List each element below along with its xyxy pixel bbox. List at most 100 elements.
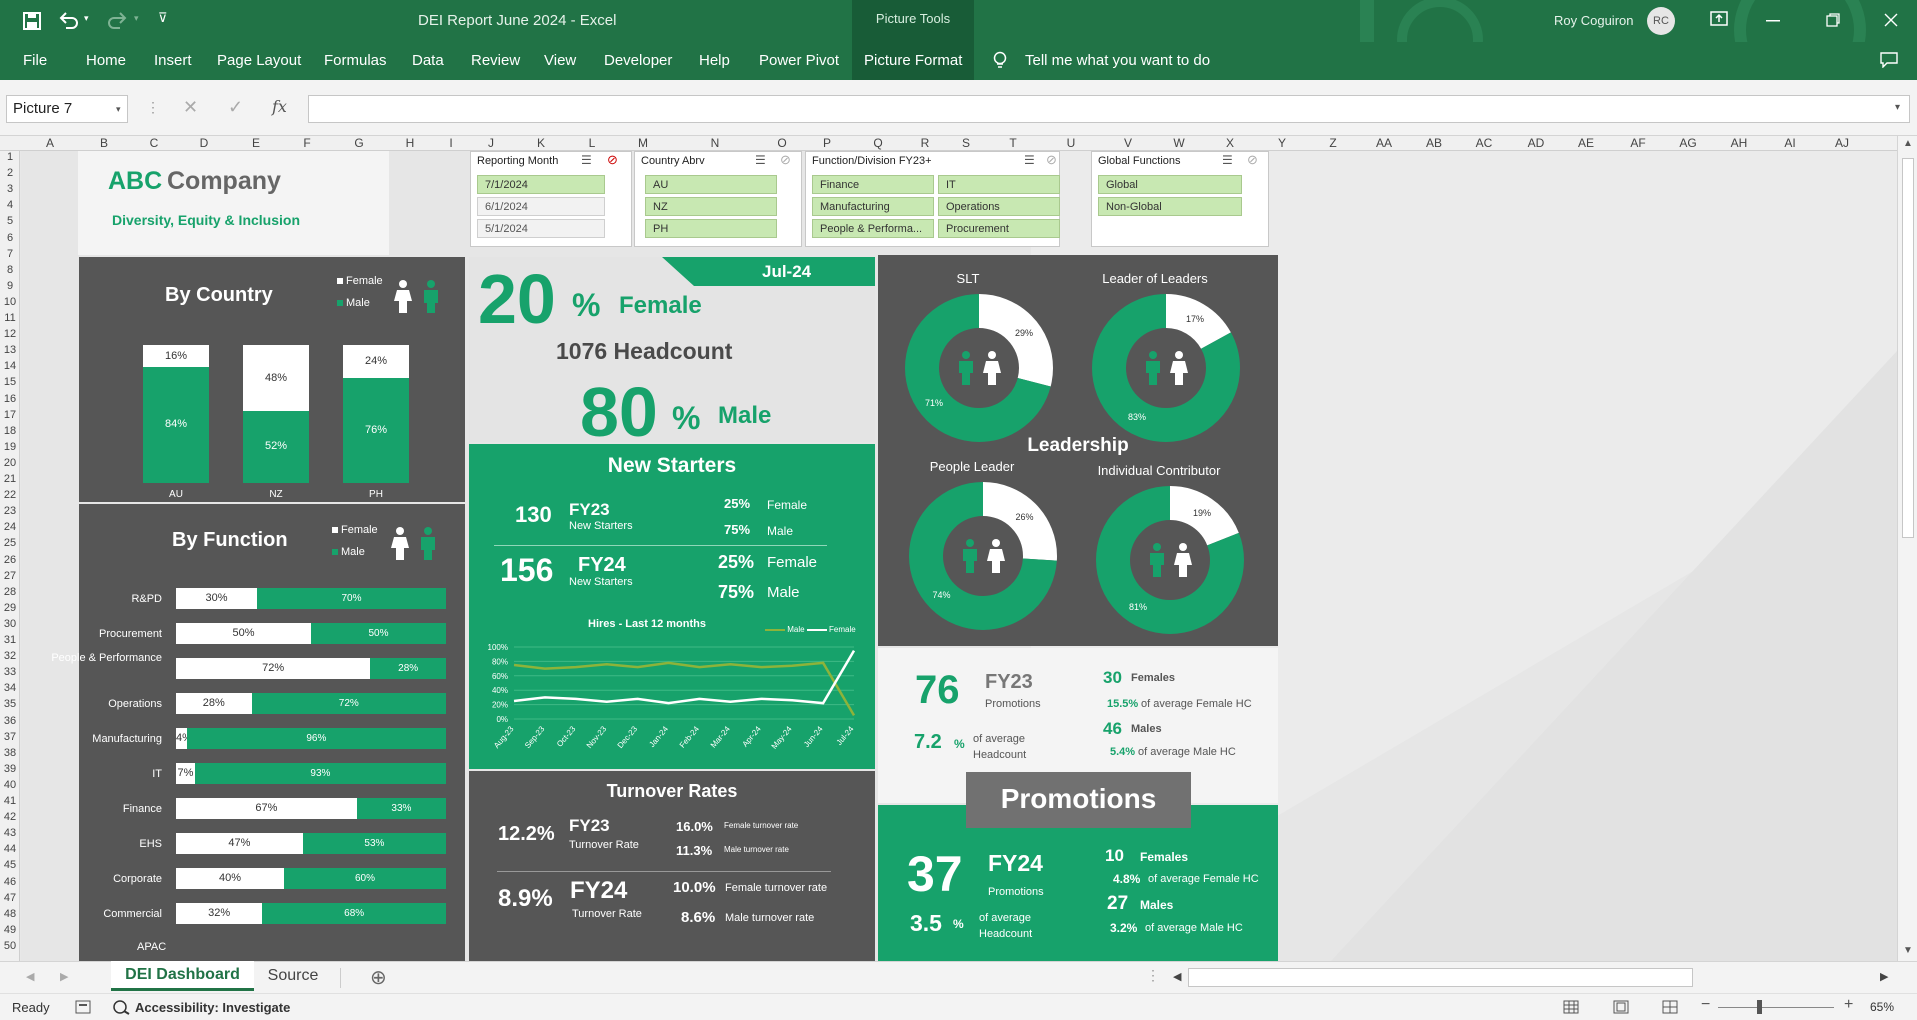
row-header[interactable]: 8 (6, 263, 14, 276)
user-avatar[interactable]: RC (1647, 7, 1675, 35)
row-header[interactable]: 32 (3, 650, 17, 663)
column-header[interactable]: AJ (1834, 136, 1849, 150)
redo-icon[interactable] (106, 10, 128, 30)
column-header[interactable]: B (99, 136, 108, 150)
row-header[interactable]: 30 (3, 617, 17, 630)
tab-file[interactable]: File (23, 52, 48, 69)
scroll-up-icon[interactable]: ▲ (1903, 138, 1913, 149)
row-header[interactable]: 45 (3, 859, 17, 872)
row-header[interactable]: 44 (3, 843, 17, 856)
tab-review[interactable]: Review (471, 52, 521, 69)
column-header[interactable]: T (1009, 136, 1017, 150)
ribbon-display-icon[interactable] (1710, 11, 1728, 27)
row-header[interactable]: 24 (3, 521, 17, 534)
clear-filter-icon[interactable]: ⊘ (1247, 152, 1258, 167)
column-header[interactable]: N (710, 136, 720, 150)
row-header[interactable]: 47 (3, 891, 17, 904)
column-header[interactable]: H (405, 136, 415, 150)
row-header[interactable]: 11 (4, 312, 16, 324)
enter-entry-icon[interactable]: ✓ (228, 97, 244, 117)
undo-dropdown-icon[interactable]: ▾ (84, 13, 89, 23)
column-header[interactable]: L (588, 136, 596, 150)
next-sheet-icon[interactable]: ▶ (60, 971, 69, 983)
column-header[interactable]: AA (1375, 136, 1392, 150)
row-header[interactable]: 19 (3, 440, 17, 453)
row-header[interactable]: 26 (3, 553, 17, 566)
row-header[interactable]: 40 (3, 778, 17, 791)
row-header[interactable]: 5 (6, 215, 14, 228)
column-header[interactable]: X (1225, 136, 1234, 150)
row-header[interactable]: 7 (6, 247, 14, 260)
save-icon[interactable] (22, 11, 42, 31)
slicer-item[interactable]: PH (645, 219, 777, 238)
row-header[interactable]: 16 (3, 392, 17, 405)
column-header[interactable]: G (354, 136, 364, 150)
column-header[interactable]: P (822, 136, 831, 150)
column-header[interactable]: E (251, 136, 260, 150)
column-header[interactable]: AB (1425, 136, 1442, 150)
row-header[interactable]: 15 (3, 376, 17, 389)
normal-view-icon[interactable] (1563, 1000, 1579, 1014)
row-header[interactable]: 20 (3, 456, 17, 469)
multiselect-icon[interactable]: ☰ (581, 153, 592, 167)
zoom-slider[interactable] (1718, 1007, 1834, 1008)
row-header[interactable]: 36 (3, 714, 17, 727)
row-header[interactable]: 25 (3, 537, 17, 550)
scroll-left-icon[interactable]: ◀ (1173, 971, 1182, 983)
column-header[interactable]: Y (1277, 136, 1286, 150)
row-header[interactable]: 41 (3, 795, 17, 807)
row-header[interactable]: 31 (3, 634, 17, 646)
redo-dropdown-icon[interactable]: ▾ (134, 13, 139, 23)
accessibility-status[interactable]: Accessibility: Investigate (135, 1000, 291, 1015)
tab-page-layout[interactable]: Page Layout (217, 52, 302, 69)
column-header[interactable]: A (45, 136, 54, 150)
clear-filter-icon[interactable]: ⊘ (1046, 152, 1057, 167)
column-header[interactable]: AD (1527, 136, 1545, 150)
cancel-entry-icon[interactable]: ✕ (183, 97, 199, 117)
sheet-tab-source[interactable]: Source (267, 967, 319, 984)
slicer-item[interactable]: Procurement (938, 219, 1060, 238)
row-header[interactable]: 12 (3, 328, 17, 341)
row-header[interactable]: 4 (6, 199, 14, 212)
slicer-item[interactable]: NZ (645, 197, 777, 216)
tab-help[interactable]: Help (699, 52, 730, 69)
column-header[interactable]: Z (1329, 136, 1337, 150)
column-header[interactable]: K (536, 136, 545, 150)
row-header[interactable]: 6 (6, 231, 14, 244)
row-header[interactable]: 17 (3, 408, 17, 421)
slicer-item[interactable]: AU (645, 175, 777, 194)
row-header[interactable]: 50 (3, 939, 17, 952)
zoom-in-icon[interactable]: + (1844, 996, 1854, 1013)
row-header[interactable]: 21 (3, 473, 17, 485)
column-header[interactable]: R (920, 136, 930, 150)
horizontal-scrollbar-thumb[interactable] (1188, 968, 1693, 987)
multiselect-icon[interactable]: ☰ (1024, 153, 1035, 167)
scrollbar-thumb[interactable] (1902, 158, 1914, 538)
slicer-item[interactable]: Manufacturing (812, 197, 934, 216)
slicer-item[interactable]: 5/1/2024 (477, 219, 605, 238)
column-header[interactable]: AI (1784, 136, 1796, 150)
column-header[interactable]: O (777, 136, 787, 150)
multiselect-icon[interactable]: ☰ (1222, 153, 1233, 167)
worksheet-area[interactable]: ABC Company Diversity, Equity & Inclusio… (21, 151, 1897, 961)
zoom-out-icon[interactable]: − (1701, 996, 1711, 1013)
row-header[interactable]: 2 (6, 167, 14, 180)
row-header[interactable]: 27 (3, 569, 17, 582)
row-header[interactable]: 1 (6, 151, 14, 163)
multiselect-icon[interactable]: ☰ (755, 153, 766, 167)
tab-split-handle-icon[interactable]: ⋮ (1146, 967, 1160, 983)
column-header[interactable]: S (961, 136, 970, 150)
slicer-item[interactable]: Finance (812, 175, 934, 194)
zoom-level[interactable]: 65% (1870, 1000, 1895, 1014)
tab-home[interactable]: Home (86, 52, 127, 69)
clear-filter-icon[interactable]: ⊘ (607, 152, 618, 167)
customize-toolbar-icon[interactable]: ⊽ (158, 10, 168, 25)
column-header[interactable]: F (303, 136, 311, 150)
tell-me-search[interactable]: Tell me what you want to do (1025, 52, 1211, 69)
page-break-view-icon[interactable] (1662, 1000, 1678, 1014)
close-icon[interactable] (1884, 13, 1898, 27)
row-header[interactable]: 22 (3, 489, 17, 502)
column-header[interactable]: Q (873, 136, 883, 150)
vertical-scrollbar[interactable]: ▲ ▼ (1897, 136, 1917, 961)
tab-data[interactable]: Data (412, 52, 444, 69)
